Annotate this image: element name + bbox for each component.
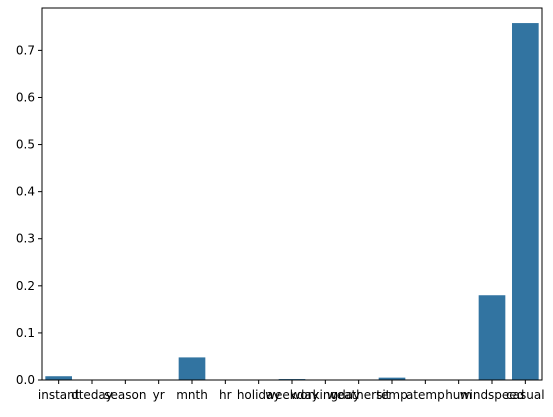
y-axis: 0.0 0.1 0.2 0.3 0.4 0.5 0.6 0.7 [16,43,42,387]
bar-mnth [179,357,206,380]
y-tick-label: 0.6 [16,90,35,104]
y-tick-label: 0.7 [16,43,35,57]
bar-instant [45,376,72,380]
y-tick-label: 0.0 [16,373,35,387]
y-tick-label: 0.5 [16,138,35,152]
x-tick-label: casual [506,388,545,402]
y-tick-label: 0.4 [16,185,35,199]
bar-casual [512,23,539,380]
x-tick-label: temp [376,388,407,402]
x-tick-label: yr [153,388,165,402]
x-tick-label: mnth [176,388,208,402]
x-tick-label: atemp [406,388,445,402]
x-tick-label: hr [219,388,232,402]
y-tick-label: 0.1 [16,326,35,340]
bar-windspeed [479,295,506,380]
bars-group [45,23,538,380]
x-tick-label: season [104,388,146,402]
plot-frame [42,8,542,380]
y-tick-label: 0.2 [16,279,35,293]
y-tick-label: 0.3 [16,232,35,246]
